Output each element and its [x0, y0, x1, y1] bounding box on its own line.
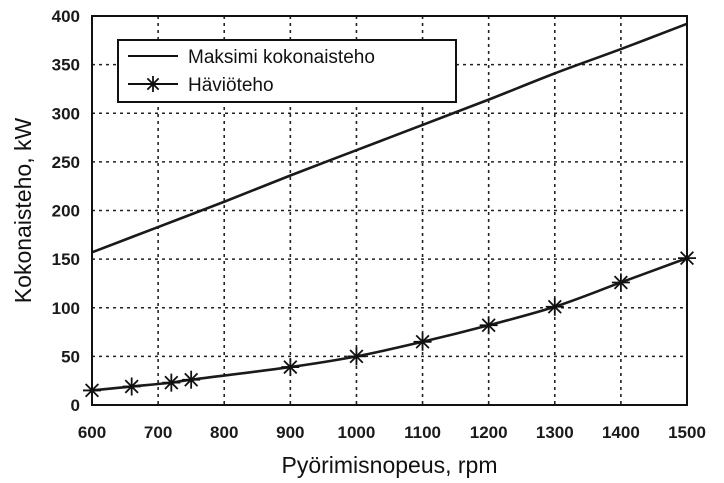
data-point	[347, 347, 366, 366]
marker-stroke	[283, 360, 298, 375]
marker-stroke	[613, 275, 628, 290]
y-tick-label: 250	[52, 153, 80, 172]
data-point	[545, 297, 564, 316]
data-point	[611, 273, 630, 292]
x-tick-label: 1000	[338, 423, 376, 442]
x-tick-label: 800	[210, 423, 238, 442]
y-tick-label: 50	[61, 347, 80, 366]
marker-stroke	[547, 299, 562, 314]
marker-stroke	[124, 379, 139, 394]
series-line-0	[91, 22, 688, 254]
x-axis-label: Pyörimisnopeus, rpm	[281, 452, 497, 478]
y-tick-label: 150	[52, 250, 80, 269]
data-point	[281, 358, 300, 377]
tick-labels: 600 700 800 900 1000 1100 1200 1300 1400 1500 0 50 1…	[52, 7, 706, 442]
plot-frame	[91, 15, 688, 406]
x-tick-label: 1300	[536, 423, 574, 442]
marker-stroke	[164, 375, 179, 390]
y-tick-label: 350	[52, 56, 80, 75]
x-tick-label: 1200	[470, 423, 508, 442]
legend-asterisk	[145, 76, 161, 92]
marker-stroke	[481, 318, 496, 333]
legend: Maksimi kokonaisteho Häviöteho	[117, 39, 457, 103]
y-tick-label: 300	[52, 104, 80, 123]
y-axis-label: Kokonaisteho, kW	[10, 118, 36, 304]
marker-stroke	[415, 334, 430, 349]
x-tick-label: 600	[78, 423, 106, 442]
data-point	[122, 377, 141, 396]
x-tick-label: 900	[276, 423, 304, 442]
x-tick-label: 700	[144, 423, 172, 442]
x-tick-label: 1400	[602, 423, 640, 442]
y-tick-label: 0	[71, 396, 80, 415]
legend-label-loss-power: Häviöteho	[188, 75, 274, 96]
y-tick-label: 200	[52, 202, 80, 221]
y-tick-label: 100	[52, 299, 80, 318]
legend-box	[117, 39, 457, 103]
x-tick-label: 1100	[404, 423, 441, 442]
legend-marker-loss-power	[145, 76, 161, 92]
marker-stroke	[349, 349, 364, 364]
marker-stroke	[146, 77, 160, 91]
legend-label-max-power: Maksimi kokonaisteho	[188, 47, 375, 68]
data-point	[162, 373, 181, 392]
x-tick-label: 1500	[668, 423, 706, 442]
data-point	[479, 316, 498, 335]
series-line-1	[91, 256, 688, 392]
marker-stroke	[184, 372, 199, 387]
y-tick-label: 400	[52, 7, 80, 26]
data-point	[182, 370, 201, 389]
data-point	[413, 332, 432, 351]
